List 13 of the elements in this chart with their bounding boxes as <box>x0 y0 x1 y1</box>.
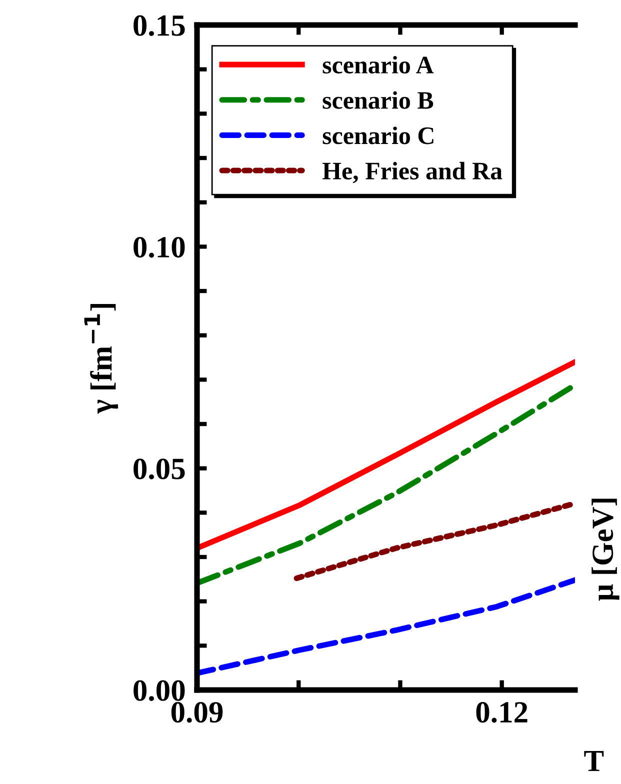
legend-label: scenario A <box>322 56 434 74</box>
x-axis-title: T <box>584 751 604 772</box>
y-tick-label: 0.10 <box>134 236 185 258</box>
text: μ [GeV] <box>592 498 620 601</box>
x-tick-label: 0.12 <box>476 702 528 723</box>
y-axis-title: γ [fm$^{−1}$] <box>84 304 118 414</box>
y-tick-label: 0.05 <box>134 458 185 480</box>
legend-label: scenario B <box>322 91 434 109</box>
y-tick-label: 0.15 <box>134 15 185 36</box>
legend-label: scenario C <box>322 126 434 144</box>
legend-label: He, Fries and Ra <box>322 162 502 184</box>
y-tick-label: 0.00 <box>134 680 185 702</box>
x-tick-label: 0.09 <box>171 702 223 723</box>
